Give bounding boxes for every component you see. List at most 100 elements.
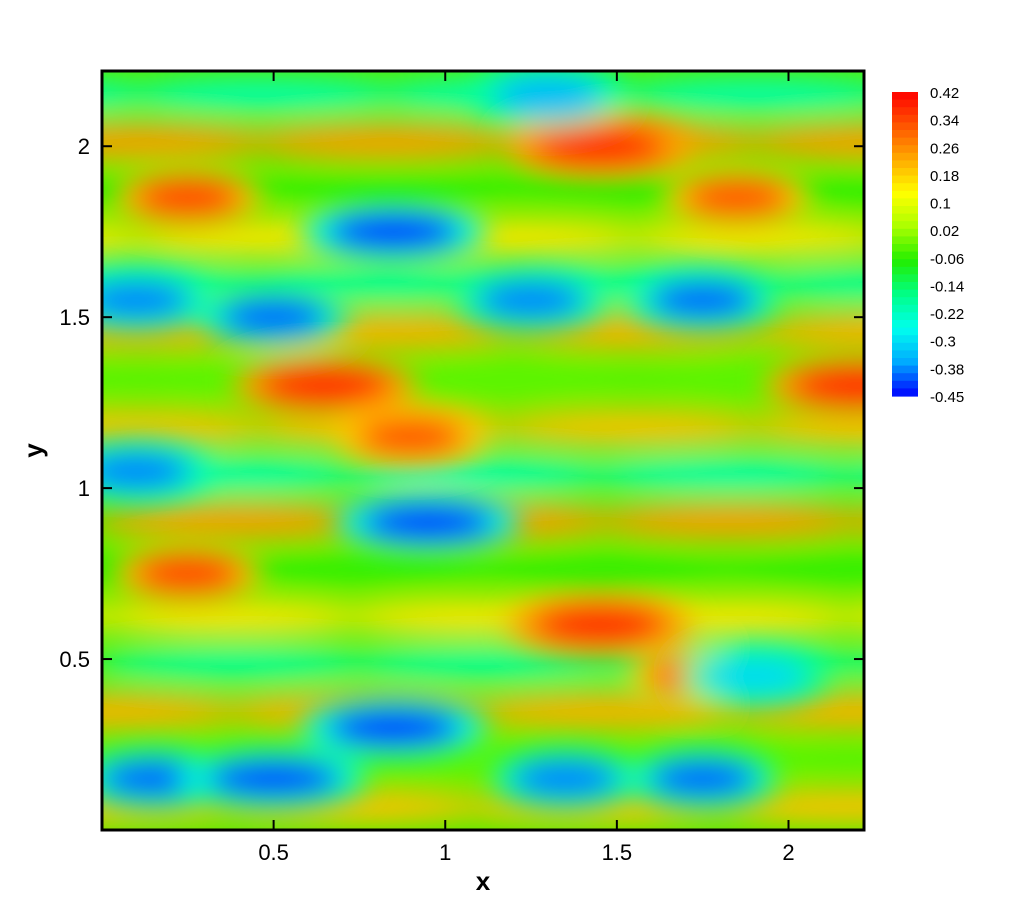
stripe-band [613,77,864,112]
x-tick-label: 0.5 [258,840,289,865]
low-region [647,759,758,798]
high-region [682,178,792,217]
stripe-band [102,646,380,682]
x-tick-label: 1 [439,840,451,865]
stripe-band [826,747,864,771]
colorbar-swatch [892,206,918,215]
colorbar-label: -0.3 [930,334,956,351]
stripe-band [953,552,1017,586]
low-region [476,281,586,319]
high-region [256,366,394,405]
y-axis: 0.5 1 1.5 2 [59,134,864,672]
colorbar-swatch [892,320,918,329]
colorbar-swatch [892,251,918,260]
colorbar-swatch [892,228,918,237]
colorbar-label: 0.02 [930,223,959,240]
stripe-band [366,362,655,397]
stripe-band [102,599,374,634]
stripe-band [211,551,501,587]
colorbar-swatch [892,92,918,101]
high-region [531,127,669,166]
high-region [132,554,243,593]
x-axis-label: x [476,866,491,896]
low-region [102,759,209,798]
x-tick-label: 1.5 [602,840,633,865]
colorbar-swatch [892,190,918,199]
colorbar-swatch [892,175,918,184]
low-region [647,281,758,319]
colorbar-swatch [892,312,918,321]
x-axis: 0.5 1 1.5 2 [258,71,795,865]
plot-area [0,71,1017,830]
colorbar-label: -0.06 [930,251,964,268]
colorbar-swatch [892,160,918,169]
colorbar-swatch [892,274,918,283]
colorbar-swatch [892,122,918,131]
colorbar-swatch [892,198,918,207]
high-region [531,606,669,644]
stripe-band [579,457,864,492]
colorbar-swatch [892,183,918,192]
stripe-band [102,694,253,729]
low-region [699,657,810,695]
stripe-band [733,409,864,444]
colorbar-swatch [892,114,918,123]
stripe-band [988,172,1017,206]
colorbar-swatch [892,266,918,275]
stripe-band [486,409,775,444]
y-tick-label: 2 [78,134,90,159]
colorbar-swatch [892,152,918,161]
stripe-band [246,172,535,207]
colorbar-swatch [892,130,918,139]
x-tick-label: 2 [782,840,794,865]
colorbar-swatch [892,99,918,108]
y-axis-label: y [18,443,48,458]
colorbar-label: 0.18 [930,168,959,185]
low-region [204,759,343,798]
stripe-band [102,409,281,444]
low-region [218,298,329,336]
colorbar-swatch [892,350,918,359]
low-region [325,212,463,251]
stripe-band [338,646,628,682]
colorbar-label: -0.22 [930,306,964,323]
colorbar-swatch [892,236,918,245]
colorbar-swatch [892,373,918,382]
colorbar-swatch [892,145,918,154]
colorbar-swatch [892,380,918,389]
colorbar-swatch [892,289,918,298]
colorbar-swatch [892,358,918,367]
colorbar-swatch [892,107,918,116]
colorbar-label: -0.45 [930,389,964,406]
colorbar-swatch [892,221,918,230]
stripe-band [119,77,408,112]
stripe-band [613,219,864,255]
colorbar-label: -0.14 [930,278,964,295]
colorbar-swatch [892,365,918,374]
stripe-band [953,694,1017,728]
stripe-band [102,125,281,160]
colorbar-swatch [892,335,918,344]
y-tick-label: 1.5 [59,305,90,330]
low-region [493,76,604,114]
stripe-band [733,125,864,160]
low-region [510,759,621,798]
low-region [102,452,192,490]
low-region [325,708,463,747]
colorbar-swatch [892,259,918,268]
high-region [132,178,243,217]
colorbar: 0.42 0.34 0.26 0.18 0.1 0.02 -0.06 -0.14 -0.22 -0… [892,85,964,406]
colorbar-label: 0.42 [930,85,959,102]
stripe-band [706,552,864,587]
colorbar-swatch [892,342,918,351]
stripe-band [0,125,33,159]
colorbar-swatch [892,327,918,336]
colorbar-label: 0.26 [930,140,959,157]
colorbar-label: 0.1 [930,196,951,213]
y-tick-label: 1 [78,476,90,501]
stripe-band [458,551,748,587]
high-region [788,366,864,405]
colorbar-label: -0.38 [930,361,964,378]
